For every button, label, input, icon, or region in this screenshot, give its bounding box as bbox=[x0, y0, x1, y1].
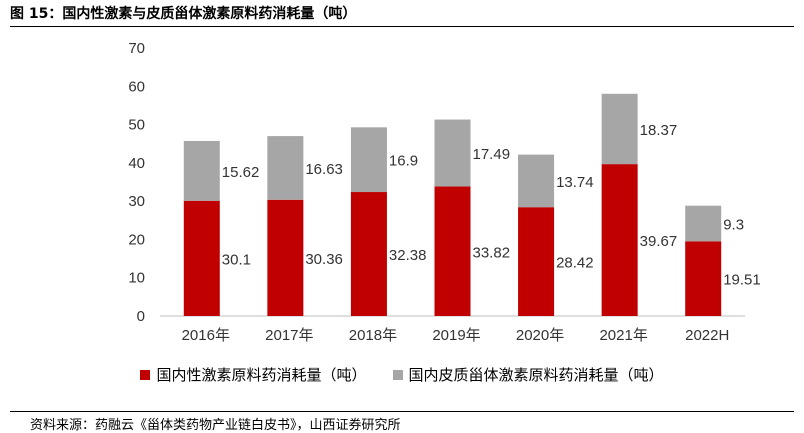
legend-label-red: 国内性激素原料药消耗量（吨） bbox=[156, 366, 367, 384]
bar-gray-5 bbox=[601, 93, 638, 165]
data-label-gray-6: 9.3 bbox=[723, 217, 744, 234]
bar-red-0 bbox=[183, 200, 220, 316]
bar-gray-6 bbox=[685, 205, 722, 242]
bar-gray-3 bbox=[434, 119, 471, 187]
bar-red-6 bbox=[685, 241, 722, 316]
y-tick-label-1: 10 bbox=[128, 270, 145, 287]
data-label-red-5: 39.67 bbox=[640, 233, 678, 250]
bar-red-3 bbox=[434, 186, 471, 316]
x-tick-label-5: 2021年 bbox=[599, 327, 647, 344]
bar-red-4 bbox=[518, 207, 555, 316]
x-tick-label-4: 2020年 bbox=[516, 327, 564, 344]
source-note: 资料来源：药融云《甾体类药物产业链白皮书》，山西证券研究所 bbox=[30, 418, 401, 433]
x-tick-label-3: 2019年 bbox=[432, 327, 480, 344]
data-label-gray-3: 17.49 bbox=[473, 146, 511, 163]
y-tick-label-4: 40 bbox=[128, 155, 145, 172]
data-label-red-2: 32.38 bbox=[389, 247, 427, 264]
source-rule bbox=[10, 411, 794, 412]
data-label-red-3: 33.82 bbox=[473, 244, 511, 261]
x-tick-label-6: 2022H bbox=[685, 327, 729, 344]
y-tick-label-2: 20 bbox=[128, 231, 145, 248]
data-label-red-6: 19.51 bbox=[723, 272, 761, 289]
y-tick-label-0: 0 bbox=[137, 308, 145, 325]
data-label-gray-2: 16.9 bbox=[389, 153, 418, 170]
data-label-red-0: 30.1 bbox=[222, 251, 251, 268]
stacked-bar-chart: 0 10 20 30 40 50 60 70 30.1 15.62 2016年 30.36 16.63 2… bbox=[128, 40, 761, 344]
x-tick-label-1: 2017年 bbox=[265, 327, 313, 344]
y-tick-label-5: 50 bbox=[128, 117, 145, 134]
data-label-gray-4: 13.74 bbox=[556, 174, 594, 191]
bar-red-5 bbox=[601, 164, 638, 316]
data-label-red-4: 28.42 bbox=[556, 255, 594, 272]
bar-gray-4 bbox=[518, 154, 555, 208]
bar-red-2 bbox=[350, 192, 387, 316]
y-tick-label-6: 60 bbox=[128, 78, 145, 95]
bar-gray-0 bbox=[183, 140, 220, 201]
data-label-gray-5: 18.37 bbox=[640, 122, 678, 139]
x-tick-label-0: 2016年 bbox=[182, 327, 230, 344]
bar-gray-2 bbox=[350, 127, 387, 193]
y-tick-label-3: 30 bbox=[128, 193, 145, 210]
legend: 国内性激素原料药消耗量（吨） 国内皮质甾体激素原料药消耗量（吨） bbox=[0, 364, 804, 385]
legend-swatch-red bbox=[140, 369, 151, 380]
title-rule bbox=[10, 26, 794, 27]
bar-red-1 bbox=[267, 199, 304, 316]
legend-swatch-gray bbox=[392, 369, 403, 380]
y-tick-label-7: 70 bbox=[128, 40, 145, 57]
legend-label-gray: 国内皮质甾体激素原料药消耗量（吨） bbox=[408, 366, 664, 384]
data-label-red-1: 30.36 bbox=[305, 251, 343, 268]
bar-gray-1 bbox=[267, 136, 304, 200]
legend-item-gray: 国内皮质甾体激素原料药消耗量（吨） bbox=[392, 364, 664, 385]
figure-title: 图 15：国内性激素与皮质甾体激素原料药消耗量（吨） bbox=[10, 6, 357, 22]
legend-item-red: 国内性激素原料药消耗量（吨） bbox=[140, 364, 367, 385]
data-label-gray-1: 16.63 bbox=[305, 161, 343, 178]
x-tick-label-2: 2018年 bbox=[349, 327, 397, 344]
data-label-gray-0: 15.62 bbox=[222, 164, 260, 181]
